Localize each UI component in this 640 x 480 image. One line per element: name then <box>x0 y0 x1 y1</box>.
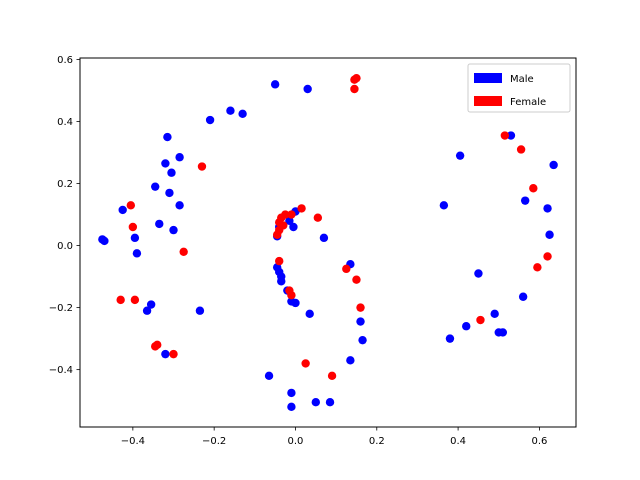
data-point <box>356 317 365 326</box>
y-tick-label: 0.0 <box>57 241 73 252</box>
data-point <box>270 80 280 89</box>
data-point <box>327 371 337 381</box>
data-point <box>100 236 109 246</box>
data-point <box>277 277 286 286</box>
x-tick-label: 0.0 <box>288 436 304 447</box>
data-point <box>498 328 508 337</box>
data-point <box>356 303 365 312</box>
data-point <box>543 204 552 213</box>
data-point <box>291 298 300 308</box>
data-point <box>167 168 176 177</box>
data-point <box>118 205 127 215</box>
data-point <box>352 73 361 83</box>
legend-swatch-female <box>474 96 502 106</box>
data-point <box>272 230 282 239</box>
data-point <box>549 160 558 170</box>
data-point <box>130 233 140 243</box>
x-axis: −0.4 −0.2 0.0 0.2 0.4 0.6 <box>121 427 547 447</box>
data-point <box>342 264 351 274</box>
series-male <box>98 80 558 412</box>
data-point <box>128 222 138 232</box>
data-point <box>146 300 156 309</box>
data-point <box>161 159 170 168</box>
data-point <box>311 397 320 407</box>
data-point <box>287 388 296 398</box>
data-point <box>169 225 178 235</box>
data-point <box>287 291 296 300</box>
data-point <box>130 295 140 305</box>
data-point <box>179 247 188 256</box>
data-point <box>303 84 312 94</box>
data-point <box>226 106 235 115</box>
data-point <box>319 233 329 243</box>
data-point <box>445 334 455 343</box>
data-point <box>439 201 449 210</box>
data-point <box>297 204 306 213</box>
y-tick-label: 0.4 <box>57 117 73 128</box>
y-tick-label: −0.4 <box>49 365 73 376</box>
data-point <box>518 292 528 301</box>
data-point <box>116 295 125 305</box>
series-female <box>116 73 552 381</box>
data-point <box>275 256 284 266</box>
x-tick-label: −0.2 <box>202 436 226 447</box>
y-axis: −0.4 −0.2 0.0 0.2 0.4 0.6 <box>49 55 80 376</box>
x-tick-label: −0.4 <box>121 436 145 447</box>
data-point <box>163 132 172 142</box>
data-point <box>175 153 184 162</box>
x-tick-label: 0.4 <box>450 436 466 447</box>
data-point <box>455 151 465 160</box>
data-point <box>195 306 205 315</box>
y-tick-label: −0.2 <box>49 303 73 314</box>
data-point <box>352 275 361 284</box>
data-point <box>520 196 530 205</box>
data-point <box>301 359 310 368</box>
data-point <box>490 309 499 319</box>
data-point <box>313 213 323 222</box>
data-point <box>205 115 215 125</box>
legend-swatch-male <box>474 73 502 83</box>
data-point <box>305 309 314 319</box>
data-point <box>238 109 247 119</box>
data-point <box>155 219 164 229</box>
data-point <box>264 371 274 381</box>
data-point <box>462 322 471 331</box>
data-point <box>142 306 152 315</box>
y-tick-label: 0.6 <box>57 55 73 66</box>
data-point <box>325 397 335 407</box>
data-point <box>543 252 552 261</box>
points-layer <box>98 73 558 412</box>
x-tick-label: 0.6 <box>531 436 547 447</box>
data-point <box>358 335 367 345</box>
data-point <box>151 182 160 191</box>
data-point <box>169 349 178 359</box>
data-point <box>500 131 510 140</box>
legend: Male Female <box>467 63 571 113</box>
axes-frame <box>79 57 577 428</box>
data-point <box>545 230 554 239</box>
data-point <box>350 84 359 94</box>
data-point <box>529 184 538 193</box>
data-point <box>474 269 483 278</box>
data-point <box>476 315 485 325</box>
data-point <box>153 340 162 350</box>
data-point <box>175 201 184 210</box>
x-tick-label: 0.2 <box>369 436 385 447</box>
data-point <box>126 201 136 210</box>
data-point <box>516 145 526 154</box>
data-point <box>533 263 542 272</box>
y-tick-label: 0.2 <box>57 179 73 190</box>
legend-label-male: Male <box>510 74 534 85</box>
data-point <box>161 349 170 359</box>
data-point <box>165 188 174 198</box>
data-point <box>287 210 296 219</box>
data-point <box>289 222 298 232</box>
legend-label-female: Female <box>510 97 546 108</box>
data-point <box>132 249 142 258</box>
data-point <box>287 402 296 412</box>
data-point <box>346 356 355 365</box>
data-point <box>197 162 207 171</box>
data-point <box>506 131 516 140</box>
